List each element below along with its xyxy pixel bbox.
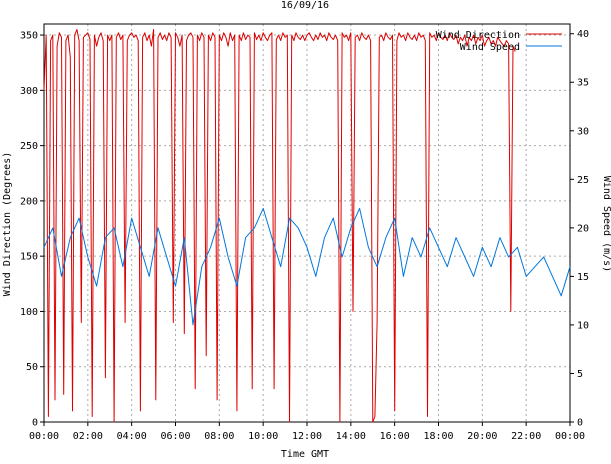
left-tick-label: 100 (20, 307, 38, 318)
legend-label-wind-speed: Wind Speed (460, 42, 520, 53)
left-axis-ticks: 0 50 100 150 200 250 300 350 (20, 31, 44, 429)
left-tick-label: 0 (32, 418, 38, 429)
right-tick-label: 30 (577, 126, 589, 137)
x-tick-label: 02:00 (73, 431, 103, 442)
right-tick-label: 25 (577, 175, 589, 186)
right-tick-label: 20 (577, 223, 589, 234)
right-tick-label: 40 (577, 29, 589, 40)
x-tick-label: 12:00 (292, 431, 322, 442)
x-tick-label: 14:00 (336, 431, 366, 442)
legend: Wind Direction Wind Speed (436, 30, 562, 53)
left-tick-label: 250 (20, 141, 38, 152)
legend-label-wind-direction: Wind Direction (436, 30, 520, 41)
series-layer (43, 29, 571, 423)
x-tick-label: 16:00 (380, 431, 410, 442)
left-tick-label: 350 (20, 31, 38, 42)
left-tick-label: 50 (26, 362, 38, 373)
right-tick-label: 35 (577, 78, 589, 89)
x-tick-label: 10:00 (248, 431, 278, 442)
x-tick-label: 00:00 (555, 431, 585, 442)
x-tick-label: 20:00 (467, 431, 497, 442)
x-tick-label: 00:00 (29, 431, 59, 442)
chart-title: 16/09/16 (281, 0, 329, 11)
right-tick-label: 10 (577, 320, 589, 331)
x-tick-label: 18:00 (423, 431, 453, 442)
right-axis-ticks: 0 5 10 15 20 25 30 35 40 (570, 29, 589, 429)
x-tick-label: 04:00 (117, 431, 147, 442)
x-tick-label: 08:00 (204, 431, 234, 442)
left-tick-label: 200 (20, 196, 38, 207)
x-tick-label: 22:00 (511, 431, 541, 442)
series-line-wind-direction (43, 29, 516, 423)
x-axis-label: Time GMT (281, 449, 329, 459)
left-tick-label: 300 (20, 86, 38, 97)
y-axis-label-left: Wind Direction (Degrees) (2, 152, 13, 297)
series-line-wind-speed (43, 207, 571, 326)
right-tick-label: 0 (577, 418, 583, 429)
right-tick-label: 5 (577, 369, 583, 380)
x-tick-label: 06:00 (160, 431, 190, 442)
right-tick-label: 15 (577, 272, 589, 283)
x-axis-ticks: 00:00 02:00 04:00 06:00 08:00 10:00 12:00 14:00… (29, 422, 585, 442)
left-tick-label: 150 (20, 252, 38, 263)
y-axis-label-right: Wind Speed (m/s) (601, 176, 611, 272)
